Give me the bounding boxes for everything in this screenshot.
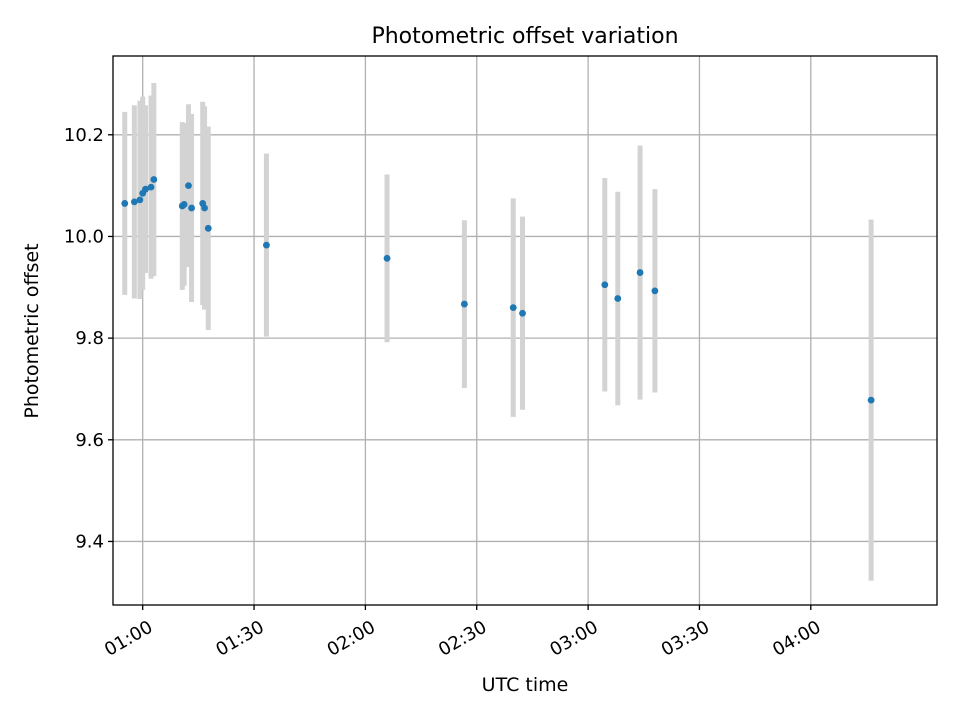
y-tick-label: 10.0 — [64, 226, 104, 247]
data-point — [204, 224, 212, 232]
data-point — [614, 295, 622, 302]
plot-frame — [112, 55, 938, 606]
y-tick-label: 9.8 — [75, 328, 104, 349]
data-point — [150, 176, 158, 183]
data-points — [121, 176, 875, 404]
data-point — [201, 204, 208, 212]
y-tick-label: 9.6 — [75, 430, 104, 451]
data-point — [136, 196, 144, 204]
chart-title: Photometric offset variation — [371, 24, 678, 49]
x-axis-label: UTC time — [482, 674, 569, 696]
data-point — [180, 201, 188, 208]
data-point — [636, 269, 644, 276]
data-point — [651, 287, 659, 295]
data-point — [263, 241, 270, 249]
data-point — [142, 185, 149, 193]
y-tick-label: 9.4 — [75, 531, 104, 552]
data-point — [509, 304, 517, 312]
data-point — [460, 300, 468, 308]
data-point — [130, 198, 138, 206]
y-tick-label: 10.2 — [64, 125, 104, 146]
data-point — [188, 204, 195, 212]
data-point — [185, 182, 192, 190]
data-point — [519, 309, 526, 317]
data-point — [601, 281, 609, 289]
data-point — [147, 183, 155, 191]
data-point — [867, 396, 875, 404]
data-point — [383, 254, 391, 262]
y-axis: 9.4 9.6 9.8 10.0 10.2 — [64, 125, 113, 552]
y-axis-label: Photometric offset — [21, 243, 43, 418]
data-point — [121, 200, 129, 207]
